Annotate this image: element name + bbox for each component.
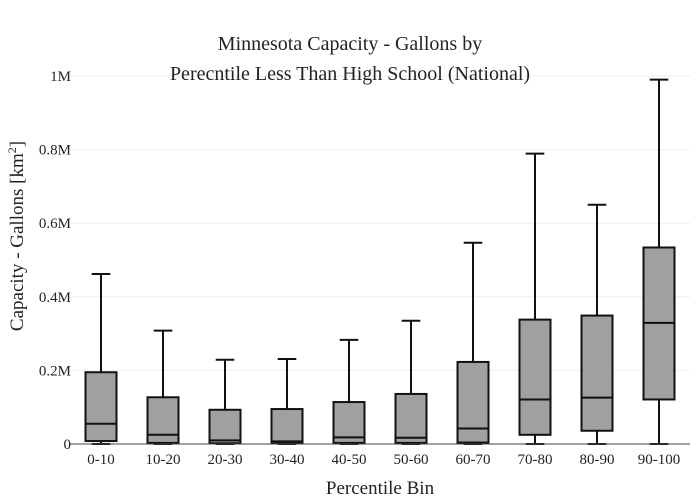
x-tick-label: 30-40 xyxy=(270,452,305,468)
x-tick-labels: 0-10 10-20 20-30 30-40 40-50 50-60 60-70 70-80 8… xyxy=(87,452,680,468)
y-tick-label: 0.2M xyxy=(39,363,71,379)
y-tick-label: 0.6M xyxy=(39,216,71,232)
y-axis-title-end: ] xyxy=(7,141,28,147)
box-60-70 xyxy=(456,241,490,445)
x-tick-label: 0-10 xyxy=(87,452,115,468)
iqr-box xyxy=(580,314,614,432)
x-axis-title: Percentile Bin xyxy=(326,478,435,499)
box-80-90 xyxy=(580,203,614,445)
box-0-10 xyxy=(84,272,118,445)
x-tick-label: 80-90 xyxy=(580,452,615,468)
y-tick-label: 0.4M xyxy=(39,290,71,306)
box-10-20 xyxy=(146,329,180,445)
boxes xyxy=(84,78,676,445)
iqr-box xyxy=(84,371,118,443)
y-axis-title-main: Capacity - Gallons [km xyxy=(7,153,28,331)
y-axis-title-sup: 2 xyxy=(5,147,19,153)
box-50-60 xyxy=(394,319,428,445)
x-tick-label: 70-80 xyxy=(518,452,553,468)
y-tick-labels: 0 0.2M 0.4M 0.6M 0.8M 1M xyxy=(39,69,71,453)
chart-title-line1: Minnesota Capacity - Gallons by xyxy=(218,33,482,55)
x-tick-label: 10-20 xyxy=(146,452,181,468)
iqr-box xyxy=(456,360,490,444)
iqr-box xyxy=(208,408,242,445)
x-tick-label: 50-60 xyxy=(394,452,429,468)
box-30-40 xyxy=(270,357,304,445)
box-20-30 xyxy=(208,358,242,445)
chart-title-line2: Perecntile Less Than High School (Nation… xyxy=(170,63,530,85)
iqr-box xyxy=(332,401,366,444)
box-90-100 xyxy=(642,78,676,445)
iqr-box xyxy=(518,318,552,436)
iqr-box xyxy=(394,392,428,444)
y-tick-label: 0.8M xyxy=(39,143,71,159)
x-tick-label: 60-70 xyxy=(456,452,491,468)
y-tick-label: 0 xyxy=(64,437,72,453)
box-40-50 xyxy=(332,338,366,445)
x-tick-label: 20-30 xyxy=(208,452,243,468)
iqr-box xyxy=(270,408,304,445)
x-tick-label: 40-50 xyxy=(332,452,367,468)
y-axis-title: Capacity - Gallons [km2] xyxy=(5,141,28,331)
iqr-box xyxy=(146,396,180,444)
x-tick-label: 90-100 xyxy=(638,452,681,468)
y-tick-label: 1M xyxy=(50,69,71,85)
box-70-80 xyxy=(518,152,552,445)
